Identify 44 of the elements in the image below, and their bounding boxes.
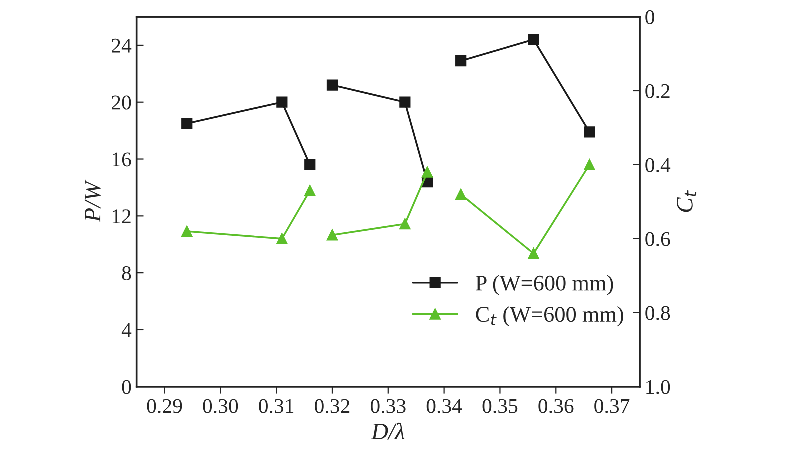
x-tick-label: 0.36 (538, 399, 574, 414)
x-tick-label: 0.32 (315, 399, 350, 414)
point (304, 159, 316, 171)
y2-axis-title: C$_{t}$ (677, 190, 697, 212)
y2-tick-label: 0 (646, 10, 654, 24)
legend-label: P (W=600 mm) (476, 275, 614, 296)
y2-tick-label: 1.0 (646, 380, 670, 394)
y-tick-label: 4 (122, 323, 132, 338)
y-tick-label: 8 (122, 266, 132, 280)
point (584, 126, 596, 138)
point (400, 96, 411, 108)
y2-tick-label: 0.4 (646, 158, 671, 172)
point (456, 56, 467, 67)
point (400, 218, 411, 230)
y2-tick-label: 0.2 (646, 84, 670, 99)
y-tick-label: 20 (112, 96, 132, 110)
x-tick-label: 0.33 (370, 399, 406, 414)
x-tick-label: 0.34 (426, 399, 462, 414)
x-axis-title: D/λ (371, 422, 405, 440)
y2-tick-label: 0.6 (646, 232, 670, 246)
y-tick-label: 16 (112, 152, 132, 167)
point (422, 166, 434, 178)
point (182, 226, 193, 238)
point (182, 118, 193, 130)
y2-tick-label: 0.8 (646, 306, 670, 320)
point (528, 34, 540, 46)
x-tick-label: 0.29 (147, 399, 182, 414)
legend-label: C$_{t}$ (W=600 mm) (476, 306, 624, 327)
point (456, 188, 467, 200)
y-tick-label: 12 (112, 210, 131, 224)
x-tick-label: 0.37 (594, 399, 630, 414)
x-tick-label: 0.35 (482, 399, 518, 414)
point (326, 230, 338, 241)
y-axis-title: P/W (84, 180, 101, 222)
x-tick-label: 0.31 (259, 399, 294, 414)
point (528, 248, 540, 260)
point (276, 96, 288, 108)
y-tick-label: 24 (112, 38, 132, 53)
y-tick-label: 0 (122, 380, 132, 394)
x-tick-label: 0.30 (203, 399, 238, 414)
point (326, 80, 338, 91)
point (276, 233, 288, 244)
point (304, 185, 316, 196)
point (584, 159, 596, 171)
